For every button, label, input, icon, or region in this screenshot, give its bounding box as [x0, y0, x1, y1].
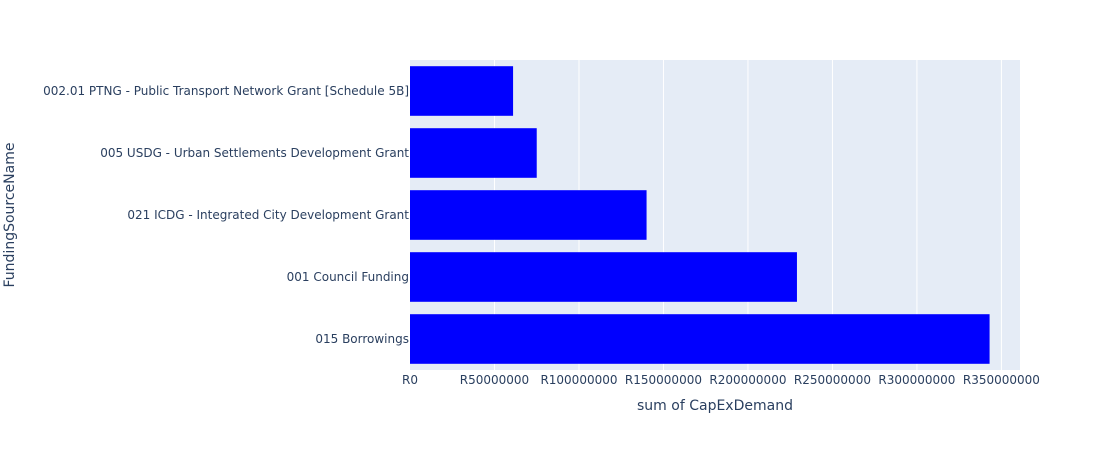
y-tick-label: 001 Council Funding [287, 270, 409, 284]
x-axis-title: sum of CapExDemand [637, 398, 793, 414]
x-tick-label: R350000000 [963, 373, 1040, 387]
x-tick-label: R300000000 [878, 373, 955, 387]
x-tick-label: R0 [402, 373, 418, 387]
y-tick-label: 005 USDG - Urban Settlements Development… [100, 146, 409, 160]
y-tick-label: 002.01 PTNG - Public Transport Network G… [43, 84, 409, 98]
x-tick-labels: R0 R50000000 R100000000 R150000000 R20000000… [402, 373, 1040, 387]
bar [410, 128, 537, 178]
bar [410, 252, 797, 302]
y-tick-labels: 002.01 PTNG - Public Transport Network G… [43, 84, 409, 346]
bar [410, 190, 647, 240]
x-tick-label: R100000000 [540, 373, 617, 387]
bar [410, 66, 514, 116]
x-tick-label: R250000000 [794, 373, 871, 387]
x-tick-label: R200000000 [709, 373, 786, 387]
bars [410, 66, 990, 364]
bar [410, 314, 990, 364]
x-tick-label: R150000000 [625, 373, 702, 387]
y-axis-title: FundingSourceName [2, 143, 18, 288]
x-tick-label: R50000000 [460, 373, 529, 387]
y-tick-label: 021 ICDG - Integrated City Development G… [127, 208, 409, 222]
y-tick-label: 015 Borrowings [315, 332, 409, 346]
